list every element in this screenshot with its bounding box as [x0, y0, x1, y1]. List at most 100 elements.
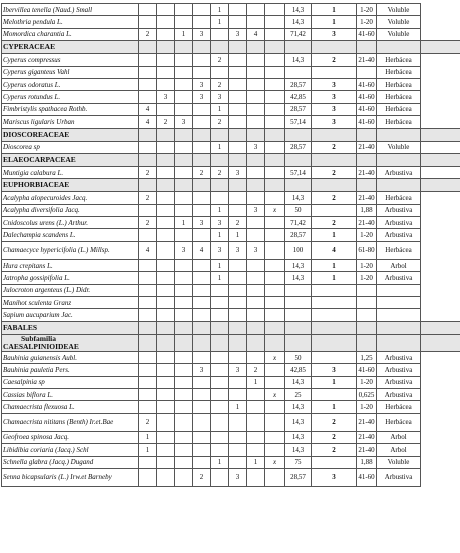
range-value: 41-60: [356, 102, 377, 117]
site-value-2: [156, 165, 175, 180]
site-value-1: [138, 308, 157, 322]
empty-cell: [228, 320, 247, 335]
table-row: Muntigia calabura L. 2 2 2 3 57,14 2 21-40 Arbus…: [1, 165, 460, 180]
site-value-5: [210, 363, 229, 377]
site-value-1: [138, 363, 157, 377]
range-value: 41-60: [356, 467, 377, 487]
site-value-6: [228, 140, 247, 154]
site-value-5: [210, 387, 229, 402]
species-name: Bauhinia pauletia Pers.: [1, 363, 139, 377]
frequency-value: 25: [284, 387, 312, 402]
species-name: Caesalpinia sp: [1, 375, 139, 390]
site-value-5: [210, 467, 229, 487]
empty-cell: [228, 333, 247, 352]
site-value-4: 3: [192, 77, 211, 92]
table-row: Bauhinia pauletia Pers. 3 3 2 42,85 3 41-60 Arb…: [1, 363, 460, 377]
frequency-value: [284, 283, 312, 298]
site-value-7: [246, 77, 265, 92]
frequency-value: 100: [284, 240, 312, 260]
site-value-6: [228, 308, 247, 322]
site-value-6: [228, 102, 247, 117]
range-value: 41-60: [356, 363, 377, 377]
site-value-7: [246, 102, 265, 117]
site-value-7: 1: [246, 375, 265, 390]
empty-cell: [264, 333, 285, 352]
habit-value: [376, 308, 421, 322]
range-value: [356, 296, 377, 310]
site-value-8: [264, 191, 285, 205]
habit-value: Arbustiva: [376, 228, 421, 242]
site-value-6: 3: [228, 165, 247, 180]
site-value-3: [174, 443, 193, 457]
site-value-7: [246, 296, 265, 310]
site-value-6: [228, 53, 247, 67]
empty-cell: [156, 40, 175, 55]
frequency-value: 14,3: [284, 191, 312, 205]
site-value-5: [210, 27, 229, 42]
frequency-value: 57,14: [284, 115, 312, 129]
species-name: Cyperus odoratus L.: [1, 77, 139, 92]
class-value: 2: [311, 443, 357, 457]
table-row: Ibervillea tenella (Naud.) Small 1 14,3 1 1-…: [1, 2, 460, 17]
site-value-2: 2: [156, 115, 175, 129]
site-value-8: [264, 216, 285, 230]
empty-cell: [356, 127, 377, 142]
habit-value: Arbustiva: [376, 387, 421, 402]
site-value-3: [174, 467, 193, 487]
empty-cell: [192, 152, 211, 167]
site-value-5: 1: [210, 2, 229, 17]
empty-cell: [192, 40, 211, 55]
site-value-1: [138, 400, 157, 414]
site-value-8: [264, 53, 285, 67]
table-row: Mariscus ligularis Urban 4 2 3 2 57,14 3 41-60 H…: [1, 115, 460, 129]
site-value-4: [192, 271, 211, 285]
habit-value: Herbácea: [376, 191, 421, 205]
site-value-8: [264, 258, 285, 273]
site-value-3: [174, 350, 193, 365]
empty-cell: [420, 152, 460, 167]
habit-value: Arbustiva: [376, 216, 421, 230]
site-value-6: [228, 375, 247, 390]
frequency-value: 14,3: [284, 53, 312, 67]
table-row: Manihot sculenta Granz: [1, 296, 460, 310]
frequency-value: 14,3: [284, 15, 312, 29]
range-value: [356, 283, 377, 298]
site-value-1: [138, 140, 157, 154]
empty-cell: [420, 333, 460, 352]
site-value-4: 3: [192, 90, 211, 104]
site-value-8: [264, 283, 285, 298]
site-value-7: [246, 165, 265, 180]
site-value-2: [156, 350, 175, 365]
class-value: 1: [311, 400, 357, 414]
site-value-8: [264, 296, 285, 310]
range-value: 1-20: [356, 258, 377, 273]
site-value-5: 3: [210, 240, 229, 260]
empty-cell: [138, 333, 157, 352]
range-value: 21-40: [356, 412, 377, 432]
table-row: Chamaecyce hypericifolia (L.) Millsp. 4 3 4…: [1, 240, 460, 260]
frequency-value: [284, 65, 312, 79]
site-value-1: [138, 65, 157, 79]
site-value-8: [264, 363, 285, 377]
empty-cell: [264, 127, 285, 142]
site-value-4: [192, 375, 211, 390]
empty-cell: [138, 127, 157, 142]
empty-cell: [228, 152, 247, 167]
class-value: [311, 203, 357, 218]
table-row: Sapium aucuparium Jac.: [1, 308, 460, 322]
empty-cell: [264, 152, 285, 167]
site-value-2: [156, 240, 175, 260]
site-value-5: [210, 296, 229, 310]
habit-value: Voluble: [376, 140, 421, 154]
table-row: Cnidoscolus urens (L.) Arthur. 2 1 3 3 2 71,42…: [1, 216, 460, 230]
site-value-3: [174, 412, 193, 432]
table-row: Cyperus rotundus L. 3 3 3 42,85 3 41-60 Herbáce…: [1, 90, 460, 104]
site-value-3: [174, 363, 193, 377]
family-name: CYPERACEAE: [1, 40, 139, 55]
site-value-8: [264, 27, 285, 42]
site-value-6: 2: [228, 216, 247, 230]
frequency-value: 28,57: [284, 102, 312, 117]
site-value-7: [246, 350, 265, 365]
site-value-3: [174, 430, 193, 445]
empty-cell: [174, 127, 193, 142]
